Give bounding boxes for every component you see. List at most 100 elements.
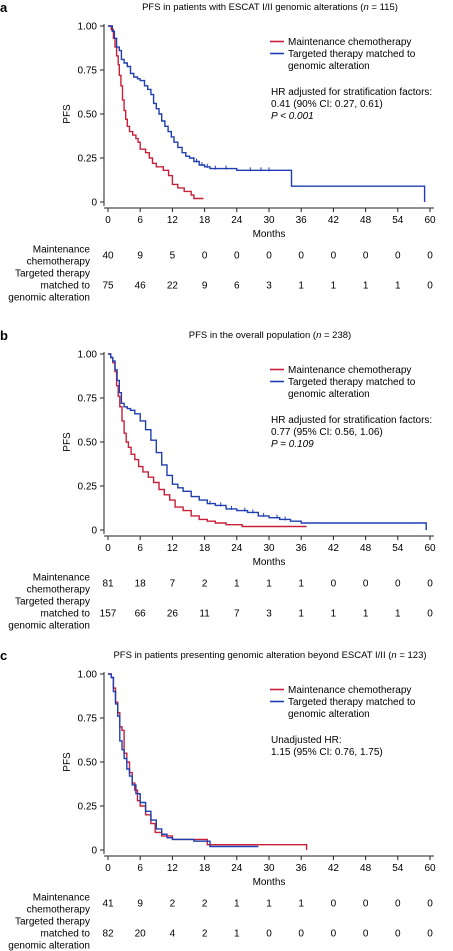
risk-table-value: 9 [137,251,143,262]
risk-table-value: 1 [298,579,304,590]
risk-table-value: 0 [363,899,369,910]
risk-table-value: 1 [363,281,369,292]
x-tick-label: 0 [105,863,111,874]
x-tick-label: 60 [424,215,436,226]
x-tick-label: 42 [328,863,340,874]
risk-table-value: 0 [427,609,433,620]
x-tick-label: 60 [424,863,436,874]
x-tick-label: 0 [105,215,111,226]
y-tick-label: 0.25 [78,154,98,165]
risk-table-value: 2 [170,899,176,910]
x-tick-label: 24 [231,543,243,554]
y-tick-label: 0.50 [78,438,98,449]
x-tick-label: 24 [231,863,243,874]
hr-annotation-line: Unadjusted HR: [271,735,342,746]
risk-table-value: 6 [234,281,240,292]
risk-table-row-label: chemotherapy [27,257,90,268]
x-tick-label: 30 [263,215,275,226]
risk-table-value: 2 [202,579,208,590]
risk-table-row-label: Maintenance [33,245,91,256]
x-tick-label: 60 [424,543,436,554]
risk-table-value: 7 [170,579,176,590]
risk-table-value: 1 [234,929,240,940]
risk-table-value: 0 [395,899,401,910]
chart-title-text: PFS in patients presenting genomic alter… [113,650,392,661]
x-tick-label: 42 [328,543,340,554]
risk-table-value: 18 [135,579,147,590]
risk-table-value: 2 [202,899,208,910]
series-line-maintenance-chemotherapy [108,353,307,528]
risk-table-value: 1 [266,899,272,910]
legend-label-targeted-therapy: Targeted therapy matched to [288,377,416,388]
y-tick-label: 0.25 [78,482,98,493]
series-line-maintenance-chemotherapy [108,25,204,200]
legend-label-targeted-therapy-line2: genomic alteration [288,389,370,400]
x-tick-label: 12 [167,215,179,226]
risk-table-value: 82 [102,929,114,940]
x-tick-label: 24 [231,215,243,226]
risk-table-value: 0 [427,579,433,590]
risk-table-value: 40 [102,251,114,262]
y-tick-label: 1.00 [78,350,98,361]
series-line-maintenance-chemotherapy [108,673,308,850]
risk-table-value: 81 [102,579,114,590]
x-tick-label: 48 [360,215,372,226]
x-tick-label: 18 [199,543,211,554]
legend-label-targeted-therapy: Targeted therapy matched to [288,697,416,708]
risk-table-value: 0 [395,579,401,590]
risk-table-value: 7 [234,609,240,620]
chart-title-tail: = 123) [397,650,427,661]
risk-table-value: 75 [102,281,114,292]
chart-title: PFS in patients with ESCAT I/II genomic … [142,2,398,13]
panel-b: b PFS in the overall population (n = 238)… [0,328,436,632]
risk-table-value: 0 [234,251,240,262]
risk-table-row-label: Targeted therapy [15,269,90,280]
series-line-targeted-therapy [108,353,427,530]
risk-table-value: 0 [331,579,337,590]
y-tick-label: 0.75 [78,714,98,725]
x-tick-label: 0 [105,543,111,554]
risk-table-value: 1 [298,609,304,620]
hr-annotation-line: P = 0.109 [271,439,314,450]
hr-annotation-line: 0.41 (90% CI: 0.27, 0.61) [271,99,383,110]
chart-title-n: n [391,650,396,661]
chart-title: PFS in patients presenting genomic alter… [113,650,426,661]
risk-table-value: 5 [170,251,176,262]
risk-table-value: 0 [363,251,369,262]
x-tick-label: 54 [392,543,404,554]
risk-table-value: 0 [331,899,337,910]
x-tick-label: 6 [137,863,143,874]
legend-label-maintenance-chemotherapy: Maintenance chemotherapy [288,37,411,48]
risk-table-row-label: genomic alteration [8,293,90,304]
risk-table-value: 66 [135,609,147,620]
x-axis-label: Months [253,877,286,888]
risk-table-value: 0 [266,929,272,940]
risk-table-row-label: matched to [41,929,91,940]
y-tick-label: 0.75 [78,66,98,77]
x-tick-label: 36 [296,863,308,874]
risk-table-value: 46 [135,281,147,292]
risk-table-value: 1 [298,281,304,292]
x-tick-label: 42 [328,215,340,226]
y-tick-label: 0.50 [78,110,98,121]
hr-annotation-line: HR adjusted for stratification factors: [271,87,432,98]
x-tick-label: 48 [360,863,372,874]
panel-letter: a [0,0,8,15]
x-tick-label: 54 [392,215,404,226]
risk-table-value: 1 [395,281,401,292]
risk-table-value: 9 [202,281,208,292]
legend-label-targeted-therapy: Targeted therapy matched to [288,49,416,60]
chart-title-text: PFS in patients with ESCAT I/II genomic … [142,2,364,13]
risk-table-value: 1 [331,281,337,292]
y-axis-label: PFS [62,432,73,452]
risk-table-value: 2 [202,929,208,940]
risk-table-value: 9 [137,899,143,910]
risk-table-value: 0 [427,281,433,292]
risk-table-row-label: genomic alteration [8,941,90,951]
chart-title-tail: = 238) [321,330,351,341]
x-tick-label: 18 [199,215,211,226]
risk-table-value: 0 [363,579,369,590]
risk-table-value: 157 [100,609,117,620]
risk-table-value: 26 [167,609,179,620]
